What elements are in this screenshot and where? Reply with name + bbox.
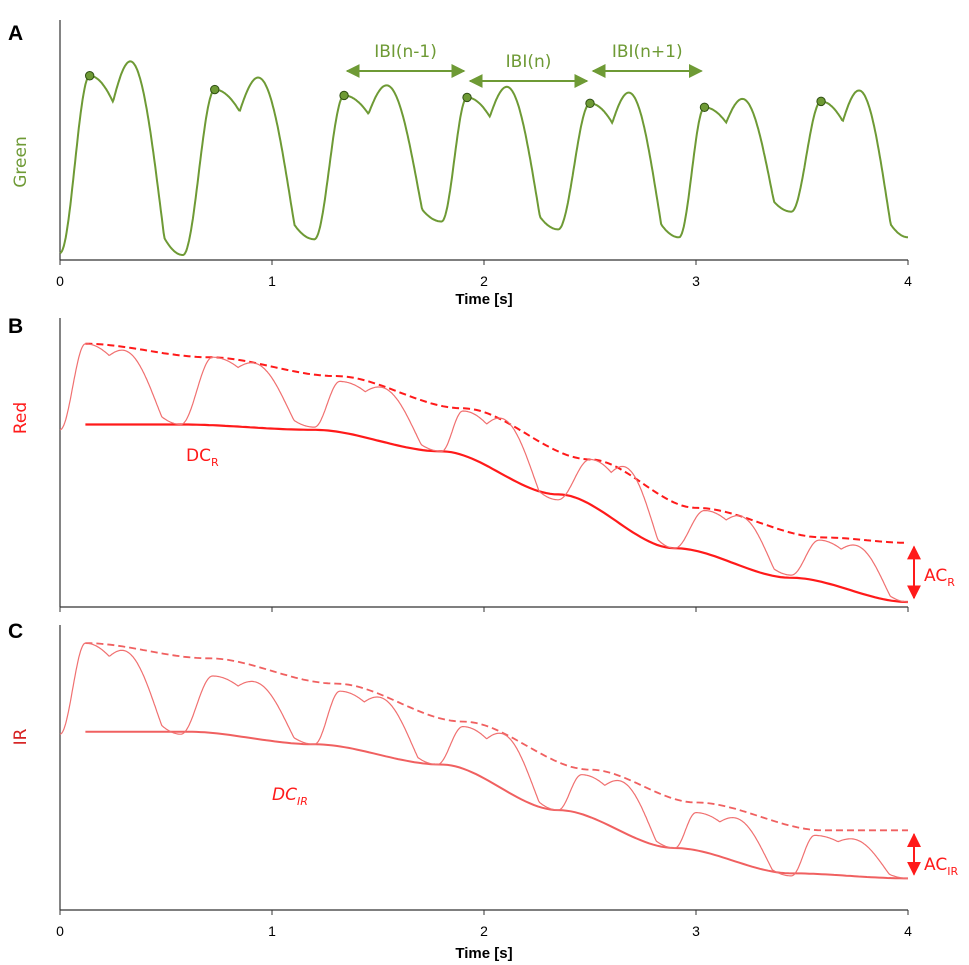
peak-marker bbox=[816, 96, 826, 107]
panel-a-peak-markers bbox=[84, 71, 826, 112]
panel-c-ir-signal bbox=[59, 642, 908, 879]
panel-b-letter: B bbox=[8, 315, 23, 338]
peak-marker bbox=[462, 92, 472, 103]
panel-b-x-ticks bbox=[59, 607, 909, 612]
panel-b-ac-label: ACR bbox=[924, 566, 955, 589]
x-tick-label: 2 bbox=[480, 923, 488, 939]
x-tick-label: 0 bbox=[56, 923, 64, 939]
peak-marker bbox=[699, 102, 710, 112]
ibi-label: IBI(n) bbox=[506, 52, 552, 72]
x-tick-label: 4 bbox=[904, 273, 912, 289]
panel-b-ylabel: Red bbox=[11, 402, 31, 434]
x-tick-label: 3 bbox=[692, 923, 700, 939]
x-tick-label: 1 bbox=[268, 923, 276, 939]
x-tick-label: 3 bbox=[692, 273, 700, 289]
x-tick-label: 1 bbox=[268, 273, 276, 289]
panel-c-x-ticks bbox=[59, 910, 909, 915]
x-tick-label: 2 bbox=[480, 273, 488, 289]
ibi-label: IBI(n-1) bbox=[374, 42, 437, 62]
panel-b-dc-label: DCR bbox=[186, 446, 219, 469]
panel-c: C IR 0 1 2 3 4 DCIR ACIR Time [s] bbox=[8, 620, 958, 962]
panel-a-x-ticks bbox=[59, 260, 909, 265]
panel-a-ibi-annotations: IBI(n-1) IBI(n) IBI(n+1) bbox=[345, 42, 703, 88]
panel-c-dc-line bbox=[85, 730, 908, 880]
panel-c-ylabel: IR bbox=[11, 728, 31, 745]
panel-b-red-signal bbox=[59, 343, 908, 603]
panel-a-xlabel: Time [s] bbox=[455, 291, 512, 308]
panel-b: B Red DCR ACR bbox=[8, 315, 955, 612]
panel-c-upper-envelope bbox=[85, 642, 908, 832]
panel-c-xlabel: Time [s] bbox=[455, 945, 512, 962]
x-tick-label: 4 bbox=[904, 923, 912, 939]
peak-marker bbox=[84, 71, 95, 81]
peak-marker bbox=[210, 84, 220, 95]
panel-a-green-signal bbox=[59, 60, 908, 257]
panel-c-letter: C bbox=[8, 620, 23, 643]
panel-b-dc-line bbox=[85, 423, 909, 604]
panel-c-x-tick-labels: 0 1 2 3 4 bbox=[56, 923, 912, 939]
x-tick-label: 0 bbox=[56, 273, 64, 289]
panel-a: A Green 0 1 2 3 4 IBI(n-1) IBI(n) IBI(n+1) Tim… bbox=[8, 20, 912, 308]
ibi-label: IBI(n+1) bbox=[612, 42, 683, 62]
peak-marker bbox=[339, 90, 349, 101]
panel-c-dc-label: DCIR bbox=[272, 785, 308, 808]
panel-a-letter: A bbox=[8, 22, 23, 45]
panel-a-x-tick-labels: 0 1 2 3 4 bbox=[56, 273, 912, 289]
peak-marker bbox=[585, 98, 595, 109]
panel-c-ac-label: ACIR bbox=[924, 855, 958, 878]
panel-a-ylabel: Green bbox=[11, 136, 31, 187]
panel-b-upper-envelope bbox=[85, 342, 908, 544]
